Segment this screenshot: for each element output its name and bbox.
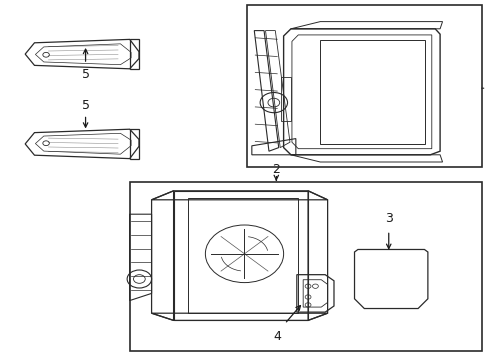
Text: 2: 2: [272, 163, 280, 176]
Text: 5: 5: [81, 68, 89, 81]
Text: 4: 4: [273, 330, 281, 343]
Bar: [246, 5, 481, 167]
Text: 3: 3: [384, 212, 392, 225]
Bar: [129, 182, 481, 351]
Text: 5: 5: [81, 99, 89, 112]
